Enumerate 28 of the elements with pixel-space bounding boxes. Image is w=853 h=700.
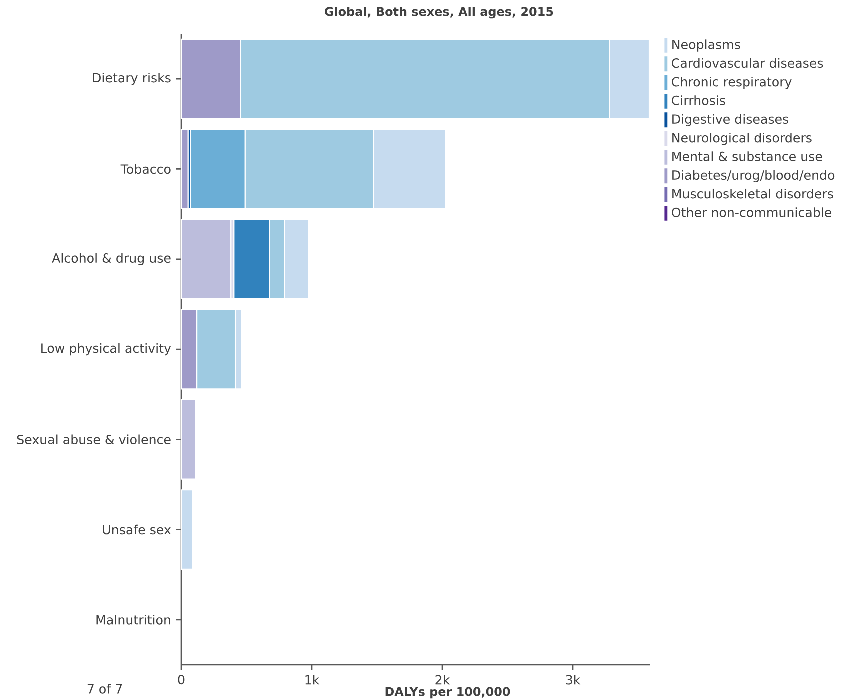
legend-label: Digestive diseases — [672, 114, 788, 127]
x-tick-label: 3k — [566, 675, 581, 685]
y-tick-label: Alcohol & drug use — [52, 253, 171, 266]
legend-label: Cardiovascular diseases — [672, 58, 824, 68]
y-tick-label: Tobacco — [120, 164, 171, 174]
y-tick-label: Unsafe sex — [103, 524, 172, 535]
legend-label: Chronic respiratory — [672, 77, 792, 90]
legend-label: Other non-communicable — [672, 208, 832, 218]
text: 7 of 7 — [88, 684, 122, 694]
bar — [180, 219, 232, 300]
x-tick-label: 0 — [178, 675, 185, 685]
x-tick-label: 1k — [306, 675, 320, 685]
legend-label: Musculoskeletal disorders — [672, 188, 834, 199]
legend-label: Diabetes/urog/blood/endo — [672, 170, 835, 183]
bar — [180, 490, 194, 570]
legend-label: Mental & substance use — [672, 152, 822, 162]
y-tick-label: Malnutrition — [96, 615, 170, 625]
legend-label: Neoplasms — [672, 40, 740, 52]
x-axis-title: DALYs per 100,000 — [386, 687, 510, 699]
y-tick-label: Dietary risks — [93, 72, 171, 86]
x-tick-label: 2k — [436, 675, 450, 685]
bar — [180, 129, 189, 210]
legend-label: Neurological disorders — [672, 132, 812, 146]
y-tick-label: Sexual abuse & violence — [17, 434, 171, 445]
chart-title: Global, Both sexes, All ages, 2015 — [325, 7, 554, 19]
y-tick-label: Low physical activity — [42, 343, 172, 356]
legend-label: Cirrhosis — [672, 96, 726, 106]
bar — [180, 399, 196, 480]
